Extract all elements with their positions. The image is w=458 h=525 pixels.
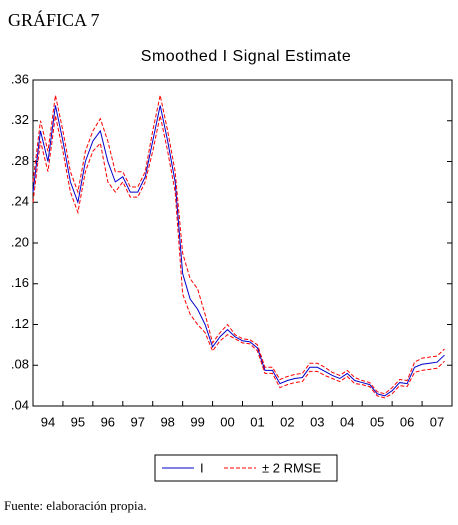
x-tick-label: 07: [430, 414, 444, 429]
x-tick-label: 05: [370, 414, 384, 429]
y-tick-label: .04: [11, 397, 29, 412]
x-tick-label: 00: [220, 414, 234, 429]
legend-label: I: [200, 460, 204, 475]
y-tick-label: .16: [11, 275, 29, 290]
legend-label: ± 2 RMSE: [262, 460, 321, 475]
x-tick-label: 95: [71, 414, 85, 429]
x-tick-label: 06: [400, 414, 414, 429]
y-tick-label: .28: [11, 153, 29, 168]
series-line: [32, 105, 445, 397]
x-tick-label: 02: [280, 414, 294, 429]
series-line: [32, 115, 445, 399]
y-tick-label: .12: [11, 316, 29, 331]
chart-title: Smoothed I Signal Estimate: [141, 48, 351, 65]
x-tick-label: 03: [310, 414, 324, 429]
plot-frame: [32, 79, 453, 407]
x-tick-label: 96: [101, 414, 115, 429]
x-tick-label: 97: [131, 414, 145, 429]
chart-footer: Fuente: elaboración propia.: [4, 498, 147, 513]
x-tick-label: 04: [340, 414, 354, 429]
x-tick-label: 98: [160, 414, 174, 429]
chart-header: GRÁFICA 7: [8, 9, 100, 30]
y-tick-label: .32: [11, 112, 29, 127]
y-tick-label: .20: [11, 234, 29, 249]
y-tick-label: .08: [11, 357, 29, 372]
x-tick-label: 99: [190, 414, 204, 429]
y-tick-label: .24: [11, 194, 29, 209]
series-line: [32, 95, 445, 395]
x-tick-label: 01: [250, 414, 264, 429]
y-tick-label: .36: [11, 71, 29, 86]
x-tick-label: 94: [41, 414, 55, 429]
